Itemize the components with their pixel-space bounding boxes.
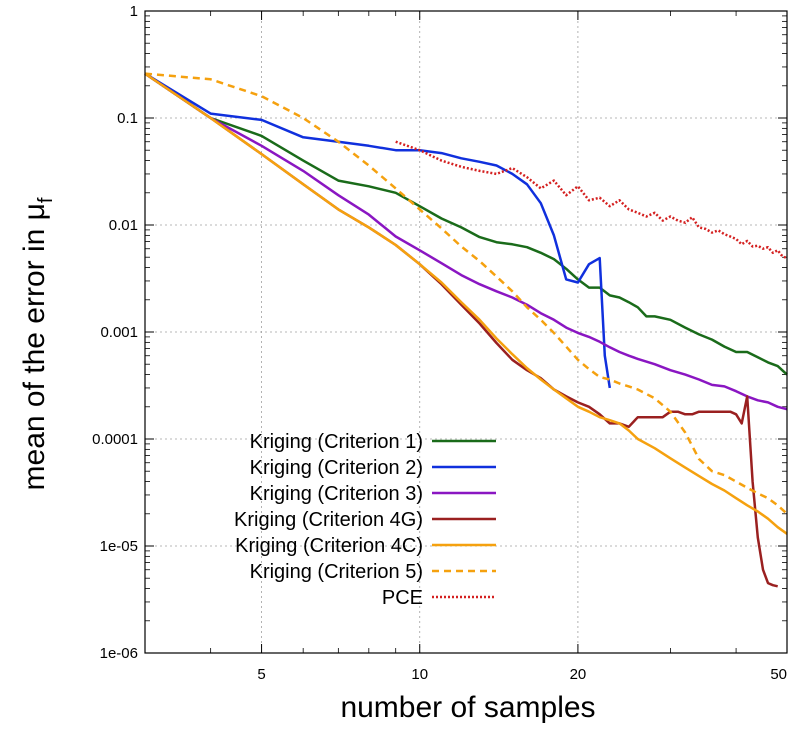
x-tick-label: 10 bbox=[411, 666, 428, 683]
x-tick-label: 5 bbox=[257, 666, 265, 683]
x-tick-label: 50 bbox=[770, 666, 787, 683]
legend-label: Kriging (Criterion 1) bbox=[250, 431, 423, 453]
series-lines bbox=[144, 72, 788, 588]
y-tick-label: 0.0001 bbox=[92, 431, 138, 448]
series-line-2 bbox=[144, 72, 612, 389]
series-line-1 bbox=[144, 72, 788, 376]
series-line-7 bbox=[395, 140, 788, 260]
legend-label: Kriging (Criterion 4G) bbox=[234, 509, 423, 531]
y-axis-title-main: mean of the error in μ bbox=[18, 203, 51, 490]
series-line-5 bbox=[144, 72, 788, 535]
legend-label: Kriging (Criterion 5) bbox=[250, 561, 423, 583]
y-tick-label: 0.1 bbox=[117, 110, 138, 127]
y-axis-title: mean of the error in μf bbox=[18, 197, 57, 490]
legend-label: PCE bbox=[382, 587, 423, 609]
legend: Kriging (Criterion 1) Kriging (Criterion … bbox=[234, 431, 496, 609]
y-tick-label: 1e-05 bbox=[100, 538, 138, 555]
x-tick-label: 20 bbox=[570, 666, 587, 683]
y-tick-label: 0.01 bbox=[109, 217, 138, 234]
legend-label: Kriging (Criterion 2) bbox=[250, 457, 423, 479]
legend-label: Kriging (Criterion 4C) bbox=[235, 535, 423, 557]
legend-label: Kriging (Criterion 3) bbox=[250, 483, 423, 505]
series-line-6 bbox=[144, 72, 788, 515]
series-line-3 bbox=[144, 72, 788, 411]
y-tick-label: 1e-06 bbox=[100, 645, 138, 662]
plot-frame bbox=[144, 10, 788, 654]
y-tick-label: 0.001 bbox=[100, 324, 138, 341]
y-axis-title-subscript: f bbox=[35, 197, 57, 203]
y-tick-label: 1 bbox=[130, 3, 138, 20]
x-axis-title: number of samples bbox=[340, 691, 595, 724]
